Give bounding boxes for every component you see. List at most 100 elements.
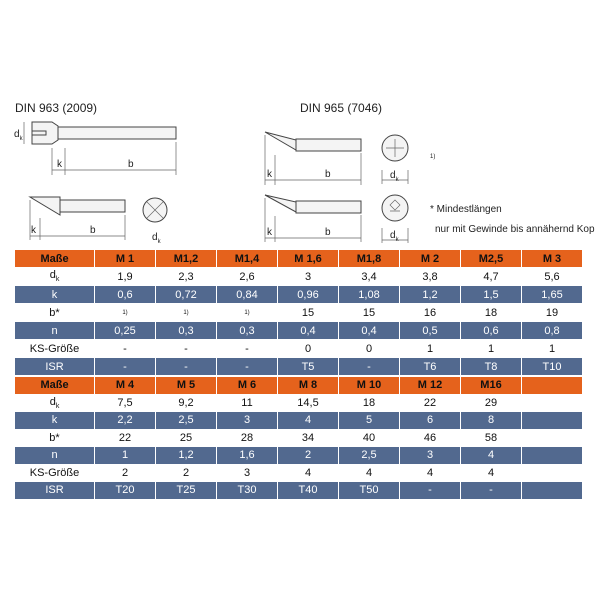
cell-text: 6 bbox=[426, 414, 434, 427]
cell: 1 bbox=[400, 340, 461, 358]
dimension bbox=[29, 200, 126, 240]
cell: 1,08 bbox=[339, 286, 400, 304]
recess bbox=[386, 139, 404, 157]
cell: - bbox=[400, 482, 461, 500]
cell: 3 bbox=[278, 268, 339, 286]
header-cell: M 1 bbox=[95, 250, 156, 268]
cell: 4 bbox=[461, 447, 522, 465]
dim-label: dk bbox=[152, 232, 162, 245]
cell-text: 1 bbox=[487, 342, 495, 355]
cell-text: 3 bbox=[243, 414, 251, 427]
cell-text: 40 bbox=[362, 431, 376, 444]
cell: 4,7 bbox=[461, 268, 522, 286]
cell-text: 0,96 bbox=[297, 288, 319, 301]
cell: 1) bbox=[156, 304, 217, 322]
header-cell: M 2 bbox=[400, 250, 461, 268]
cell-text: 15 bbox=[362, 306, 376, 319]
cell: 2,6 bbox=[217, 268, 278, 286]
cell-text: 8 bbox=[487, 414, 495, 427]
row-label: ISR bbox=[15, 482, 95, 500]
cell-text: 1) bbox=[244, 309, 250, 316]
cell bbox=[522, 429, 583, 447]
cell: 1 bbox=[522, 340, 583, 358]
cell: 18 bbox=[461, 304, 522, 322]
cell-text: 0,6 bbox=[483, 324, 499, 337]
cell-text: - bbox=[245, 360, 249, 373]
cell-text: 1,6 bbox=[239, 449, 255, 462]
cell-text: 2 bbox=[121, 466, 129, 479]
cell: T8 bbox=[461, 358, 522, 376]
cell: 15 bbox=[339, 304, 400, 322]
cell-text: 2,3 bbox=[178, 270, 194, 283]
cell-text: T50 bbox=[359, 484, 379, 497]
cell-text: 4,7 bbox=[483, 270, 499, 283]
cell-text: 1,9 bbox=[117, 270, 133, 283]
cell: 19 bbox=[522, 304, 583, 322]
dim-label: dk bbox=[14, 129, 24, 142]
cell-text: - bbox=[428, 484, 432, 497]
dim-label: b bbox=[128, 159, 134, 170]
cell bbox=[522, 447, 583, 465]
cell-text: 0,25 bbox=[114, 324, 136, 337]
label-text: KS-Größe bbox=[29, 342, 80, 355]
header-cell: Maße bbox=[15, 377, 95, 395]
cell: 2 bbox=[278, 447, 339, 465]
cell-text: 2,5 bbox=[361, 449, 377, 462]
cell-text: 5,6 bbox=[544, 270, 560, 283]
cell: 46 bbox=[400, 429, 461, 447]
cell: 1,5 bbox=[461, 286, 522, 304]
cell-text: 16 bbox=[423, 306, 437, 319]
cell: 0 bbox=[278, 340, 339, 358]
cell: 2 bbox=[95, 464, 156, 482]
cell-text: 4 bbox=[304, 466, 312, 479]
cell-text: 0 bbox=[304, 342, 312, 355]
cell: 6 bbox=[400, 412, 461, 430]
cell: 2,2 bbox=[95, 412, 156, 430]
cell: 2,5 bbox=[156, 412, 217, 430]
header-cell: M 8 bbox=[278, 377, 339, 395]
cell-text: - bbox=[489, 484, 493, 497]
cell-text: 4 bbox=[304, 414, 312, 427]
cell: 3 bbox=[217, 464, 278, 482]
cell: 0,96 bbox=[278, 286, 339, 304]
cell: 8 bbox=[461, 412, 522, 430]
cell-text: 0,4 bbox=[300, 324, 316, 337]
cell: - bbox=[95, 340, 156, 358]
cell-text: 2,2 bbox=[117, 414, 133, 427]
cell-text: - bbox=[184, 342, 188, 355]
cell: 11 bbox=[217, 394, 278, 412]
cell-text: 34 bbox=[301, 431, 315, 444]
cell-text: - bbox=[184, 360, 188, 373]
header-cell: M2,5 bbox=[461, 250, 522, 268]
label-text: k bbox=[51, 414, 58, 427]
cell: 0,25 bbox=[95, 322, 156, 340]
cell-text: - bbox=[123, 360, 127, 373]
heading: DIN 965 (7046) bbox=[300, 101, 382, 115]
cell: 3 bbox=[217, 412, 278, 430]
screw-shank bbox=[57, 126, 177, 140]
cell-text: 7,5 bbox=[117, 396, 133, 409]
header-cell: M1,4 bbox=[217, 250, 278, 268]
cell: 0,8 bbox=[522, 322, 583, 340]
cell-text: T6 bbox=[423, 360, 437, 373]
cell-text: 18 bbox=[484, 306, 498, 319]
cell: 7,5 bbox=[95, 394, 156, 412]
cell: T6 bbox=[400, 358, 461, 376]
dimension bbox=[381, 170, 409, 184]
label-text: dk bbox=[49, 269, 60, 284]
cell-text: 1) bbox=[183, 309, 189, 316]
label-text: ISR bbox=[45, 360, 64, 373]
cell: 4 bbox=[278, 464, 339, 482]
cell-text: T5 bbox=[301, 360, 315, 373]
cell-text: 3 bbox=[304, 270, 312, 283]
cell: 2,5 bbox=[339, 447, 400, 465]
label-text: dk bbox=[49, 395, 60, 410]
cell-text: T25 bbox=[176, 484, 196, 497]
cell-text: 2,6 bbox=[239, 270, 255, 283]
cell bbox=[522, 412, 583, 430]
cell: 28 bbox=[217, 429, 278, 447]
cell: 22 bbox=[95, 429, 156, 447]
cell-text: 0 bbox=[365, 342, 373, 355]
cell: - bbox=[95, 358, 156, 376]
